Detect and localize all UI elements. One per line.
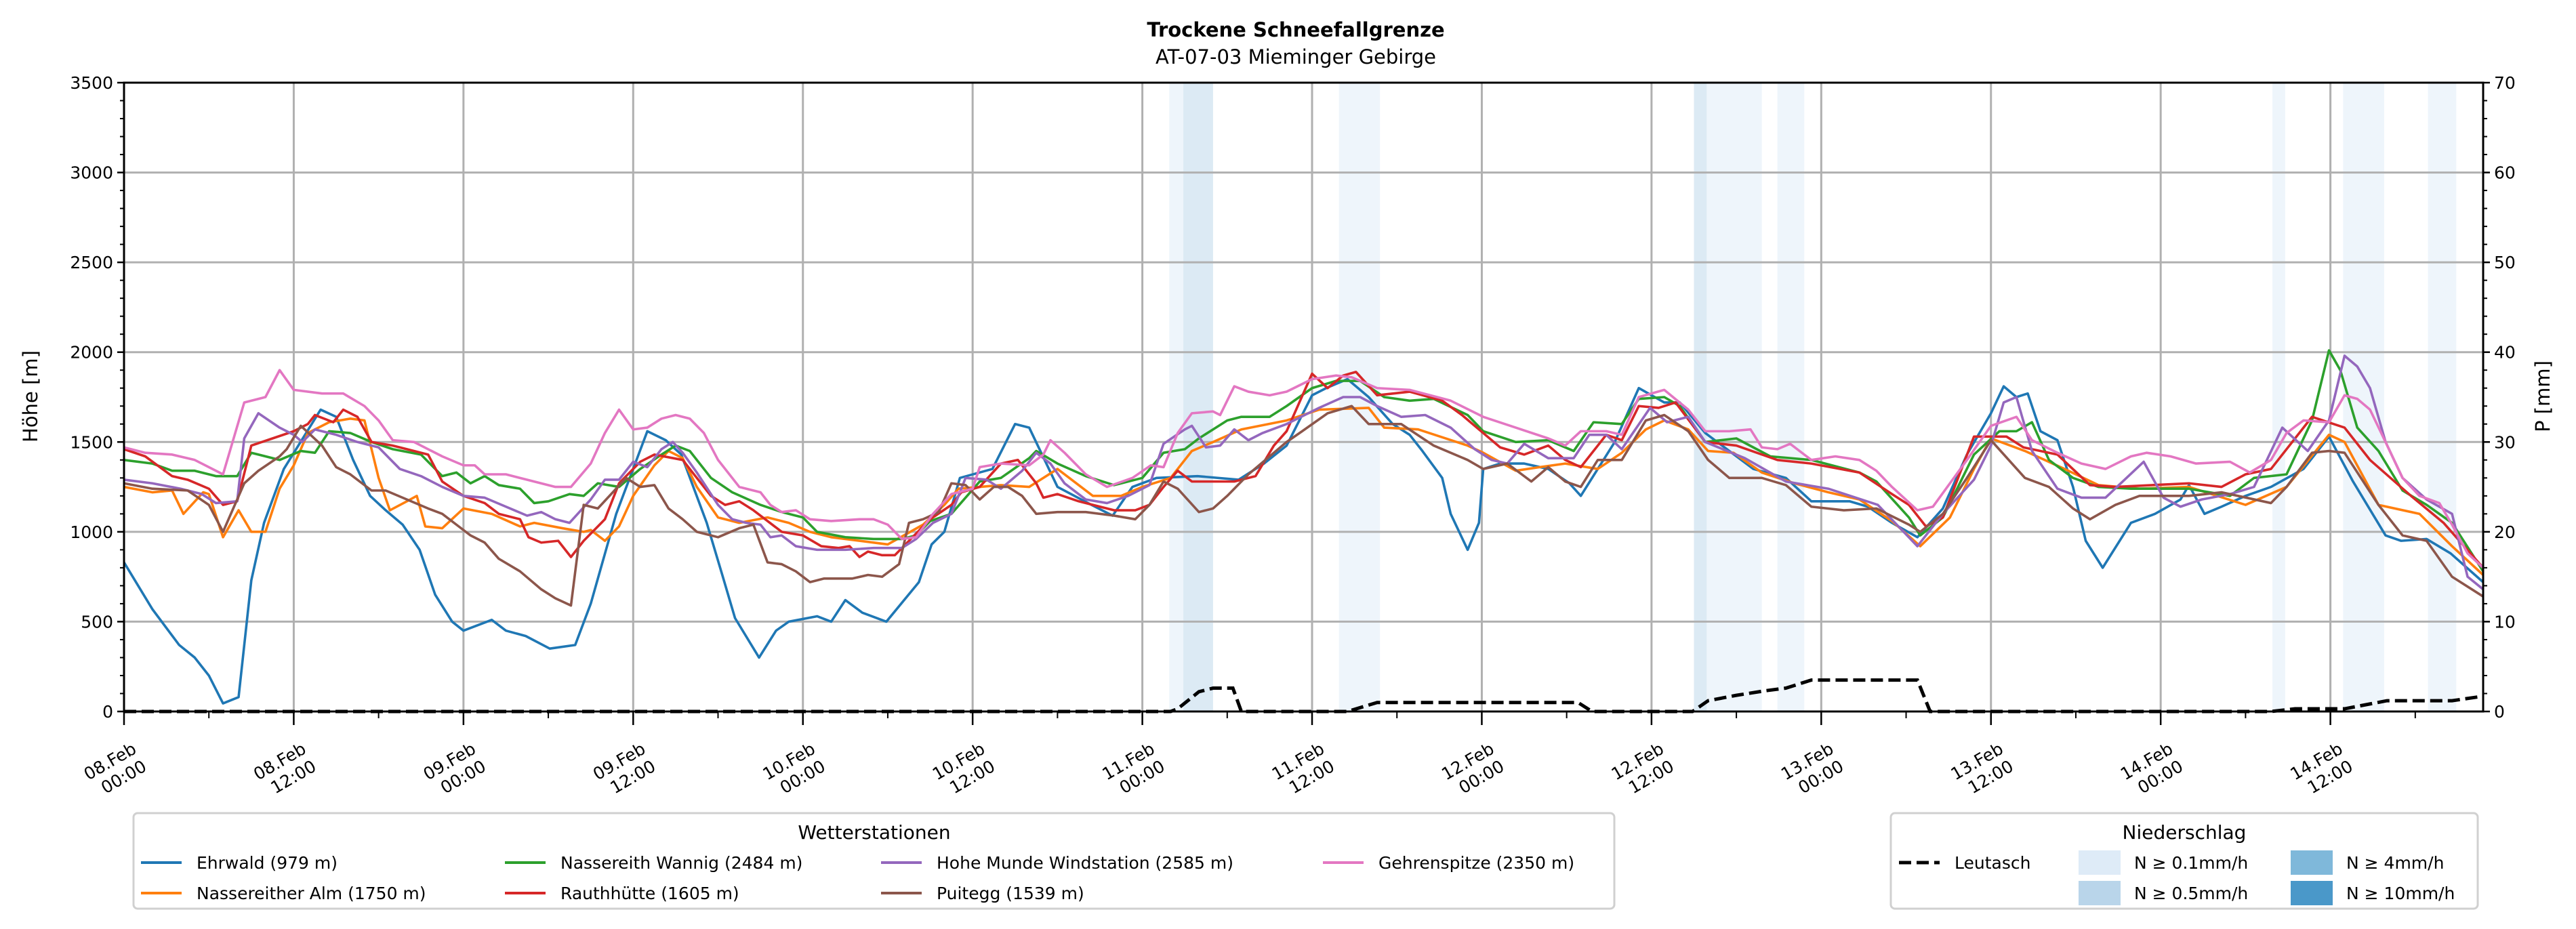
legend-label-4: Hohe Munde Windstation (2585 m) [937,853,1233,873]
series-line-5 [123,405,2484,607]
legend-precip: Niederschlag Leutasch N ≥ 0.1mm/h N ≥ 0.5mm… [1889,812,2479,910]
y-axis-right-label: P [mm] [2531,360,2554,432]
series-line-4 [123,354,2485,591]
grid [123,81,2483,713]
y-right-tick-label: 10 [2494,612,2516,632]
plot-frame [123,81,2485,713]
y-tick-label: 1500 [70,432,113,452]
y-tick-label: 1000 [70,522,113,542]
legend-leutasch-label: Leutasch [1955,853,2030,873]
legend-level-swatch-0.5 [2079,881,2121,905]
chart-subtitle: AT-07-03 Mieminger Gebirge [1156,45,1436,68]
y-right-tick-label: 40 [2494,343,2516,363]
y-tick-label: 2500 [70,253,113,272]
legend-label-5: Puitegg (1539 m) [937,884,1084,903]
legend-label-1: Nassereither Alm (1750 m) [197,884,426,903]
y-tick-label: 3000 [70,163,113,183]
y-right-tick-label: 70 [2494,73,2516,93]
legend-level-swatch-10 [2291,881,2333,905]
series-line-0 [123,377,2485,705]
legend-level-label: N ≥ 0.5mm/h [2134,884,2248,903]
y-right-tick-label: 30 [2494,432,2516,452]
y-tick-label: 0 [102,702,113,722]
legend-level-label: N ≥ 0.1mm/h [2134,853,2248,873]
y-tick-label: 500 [81,612,113,632]
legend-level-swatch-4 [2291,850,2333,875]
legend-level-label: N ≥ 4mm/h [2346,853,2444,873]
precip-band-0.1 [2428,83,2457,711]
chart-title: Trockene Schneefallgrenze [1147,18,1444,41]
precip-band-0.1 [2272,83,2285,711]
legend-label-2: Nassereith Wannig (2484 m) [560,853,802,873]
legend-label-0: Ehrwald (979 m) [197,853,338,873]
y-axis-label: Höhe [m] [19,350,42,442]
precip-band-0.1 [1169,83,1184,711]
precip-band-0.1 [1706,83,1762,711]
precip-band-0.5 [1694,83,1707,711]
legend-level-label: N ≥ 10mm/h [2346,884,2455,903]
precip-line-leutasch [124,678,2484,714]
series-line-1 [123,407,2485,576]
y-tick-label: 2000 [70,343,113,363]
series-line-3 [123,371,2485,569]
legend-label-3: Rauthhütte (1605 m) [560,884,739,903]
legend-stations-frame [132,812,1616,910]
y-right-tick-label: 20 [2494,522,2516,542]
precip-band-0.5 [1183,83,1213,711]
legend-stations-title: Wetterstationen [798,821,950,844]
y-tick-label: 3500 [70,73,113,93]
y-right-tick-label: 0 [2494,702,2505,722]
series-lines [123,349,2485,714]
legend-stations: Wetterstationen Ehrwald (979 m) Nassereith… [132,812,1616,910]
legend-level-swatch-0.1 [2079,850,2121,875]
y-right-tick-label: 50 [2494,253,2516,272]
y-right-tick-label: 60 [2494,163,2516,183]
precip-band-0.1 [1777,83,1805,711]
legend-label-6: Gehrenspitze (2350 m) [1378,853,1574,873]
series-line-2 [123,349,2485,573]
series-line-6 [123,369,2485,569]
legend-precip-title: Niederschlag [2123,821,2247,844]
